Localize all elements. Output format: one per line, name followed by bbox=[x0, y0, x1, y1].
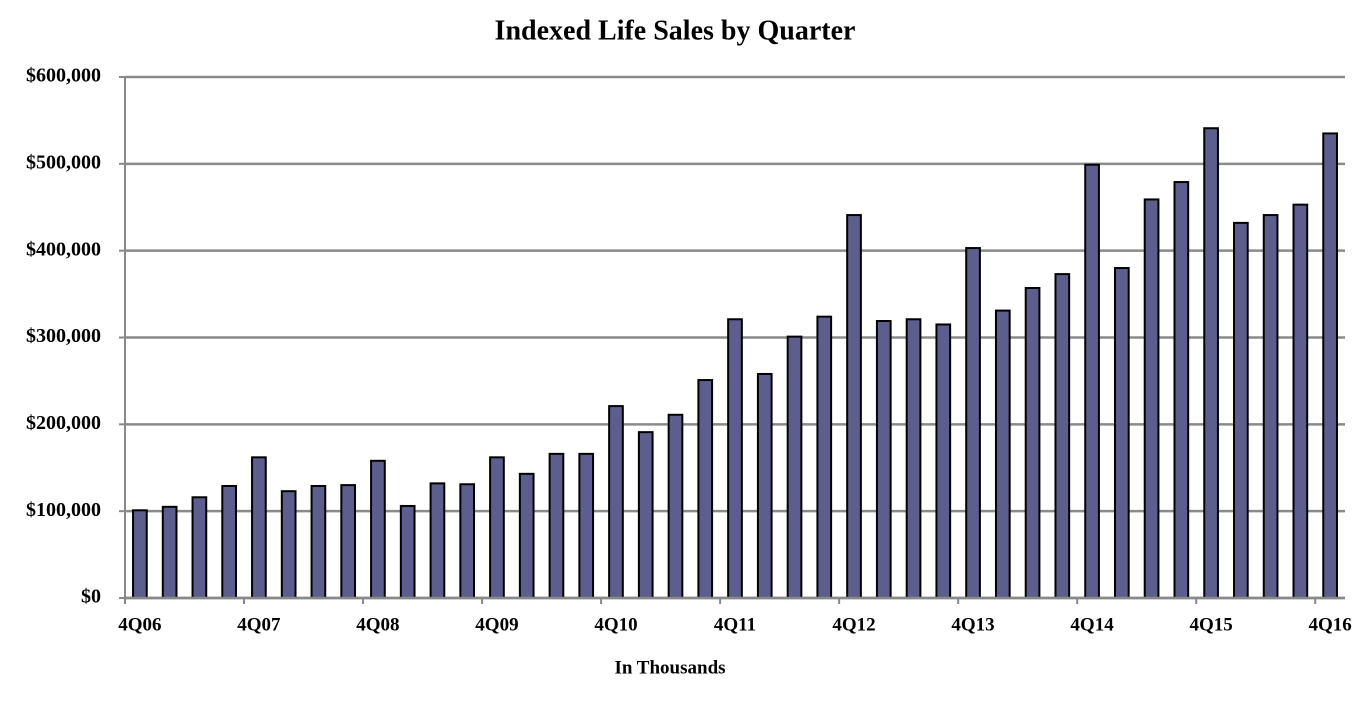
bar bbox=[786, 335, 803, 599]
bar bbox=[221, 484, 237, 599]
bar bbox=[846, 214, 862, 599]
bar bbox=[965, 247, 981, 599]
bar bbox=[518, 472, 535, 600]
x-axis-label: In Thousands bbox=[614, 657, 725, 678]
x-tick-label: 4Q06 bbox=[118, 614, 161, 635]
x-tick-label: 4Q11 bbox=[714, 614, 756, 635]
chart-title: Indexed Life Sales by Quarter bbox=[495, 15, 856, 46]
y-tick-label: $300,000 bbox=[26, 325, 101, 347]
bar bbox=[905, 318, 922, 599]
y-tick-label: $100,000 bbox=[26, 499, 101, 521]
bar bbox=[399, 504, 416, 599]
bar bbox=[251, 456, 267, 599]
bar bbox=[578, 452, 595, 599]
bar bbox=[875, 320, 892, 599]
bar bbox=[340, 484, 357, 599]
bar bbox=[727, 318, 743, 599]
bar bbox=[1203, 127, 1219, 600]
bar bbox=[935, 323, 952, 599]
bar bbox=[756, 372, 773, 599]
bar bbox=[1173, 181, 1190, 599]
bar bbox=[1143, 198, 1160, 599]
bar bbox=[1054, 273, 1071, 599]
bar bbox=[697, 379, 714, 599]
bar bbox=[1113, 267, 1130, 599]
x-tick-label: 4Q08 bbox=[356, 614, 399, 635]
bar bbox=[1233, 221, 1249, 599]
bar bbox=[429, 482, 446, 600]
bar bbox=[548, 452, 565, 599]
bar bbox=[637, 431, 654, 600]
bar bbox=[1084, 163, 1100, 599]
x-tick-label: 4Q07 bbox=[237, 614, 281, 635]
x-tick-label: 4Q10 bbox=[594, 614, 637, 635]
bar bbox=[1262, 214, 1279, 599]
x-tick-label: 4Q13 bbox=[951, 614, 994, 635]
bar bbox=[816, 315, 833, 599]
bar bbox=[370, 459, 386, 600]
x-tick-label: 4Q16 bbox=[1308, 614, 1351, 635]
bar bbox=[191, 496, 208, 600]
y-tick-label: $600,000 bbox=[26, 65, 101, 87]
y-tick-label: $500,000 bbox=[26, 151, 101, 173]
y-tick-label: $400,000 bbox=[26, 238, 101, 260]
bar bbox=[280, 490, 297, 600]
bar bbox=[489, 456, 505, 599]
y-tick-label: $0 bbox=[81, 586, 101, 608]
bar bbox=[667, 413, 684, 600]
bar bbox=[994, 309, 1011, 599]
x-tick-label: 4Q09 bbox=[475, 614, 518, 635]
bar bbox=[1292, 203, 1309, 600]
x-tick-label: 4Q15 bbox=[1189, 614, 1232, 635]
bar bbox=[1024, 287, 1041, 599]
bar bbox=[310, 484, 327, 599]
bar bbox=[608, 405, 624, 599]
bar bbox=[1322, 132, 1338, 599]
bar bbox=[132, 509, 148, 600]
bar bbox=[459, 483, 476, 599]
x-tick-label: 4Q12 bbox=[832, 614, 875, 635]
x-tick-label: 4Q14 bbox=[1070, 614, 1114, 635]
bar bbox=[161, 505, 178, 600]
y-tick-label: $200,000 bbox=[26, 412, 101, 434]
